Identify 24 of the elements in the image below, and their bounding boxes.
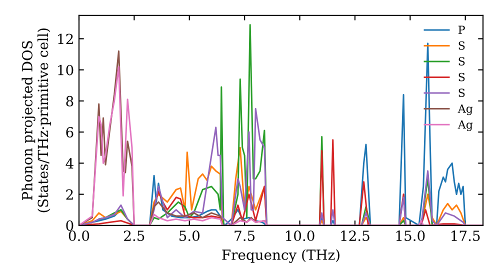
- x-tick-label: 2.5: [124, 230, 144, 242]
- legend-label: P: [458, 26, 465, 34]
- x-tick-label: 10.0: [286, 230, 314, 242]
- y-tick-label: 0: [66, 220, 74, 231]
- x-tick-label: 0.0: [68, 230, 90, 242]
- legend-label: S: [458, 72, 465, 82]
- x-tick-label: 7.5: [234, 230, 255, 242]
- x-tick-label: 5.0: [180, 230, 200, 242]
- y-tick-label: 4: [66, 158, 74, 168]
- legend-label: Ag: [458, 120, 473, 131]
- x-tick-label: 12.5: [341, 230, 370, 242]
- legend-label: Ag: [458, 104, 473, 116]
- legend-label: S: [458, 88, 465, 98]
- y-tick-label: 6: [66, 127, 74, 138]
- y-axis-title: Phonon projected DOS (States/THz·primitive cell): [22, 28, 51, 212]
- x-axis-title: Frequency (THz): [222, 249, 340, 263]
- x-tick-label: 15.0: [396, 230, 425, 242]
- legend-label: S: [458, 41, 465, 50]
- y-tick-label: 10: [58, 64, 74, 76]
- y-tick-label: 12: [58, 34, 73, 44]
- legend-label: S: [458, 57, 465, 66]
- x-tick-label: 17.5: [452, 230, 480, 242]
- y-tick-label: 2: [66, 189, 73, 200]
- y-tick-label: 8: [66, 96, 74, 106]
